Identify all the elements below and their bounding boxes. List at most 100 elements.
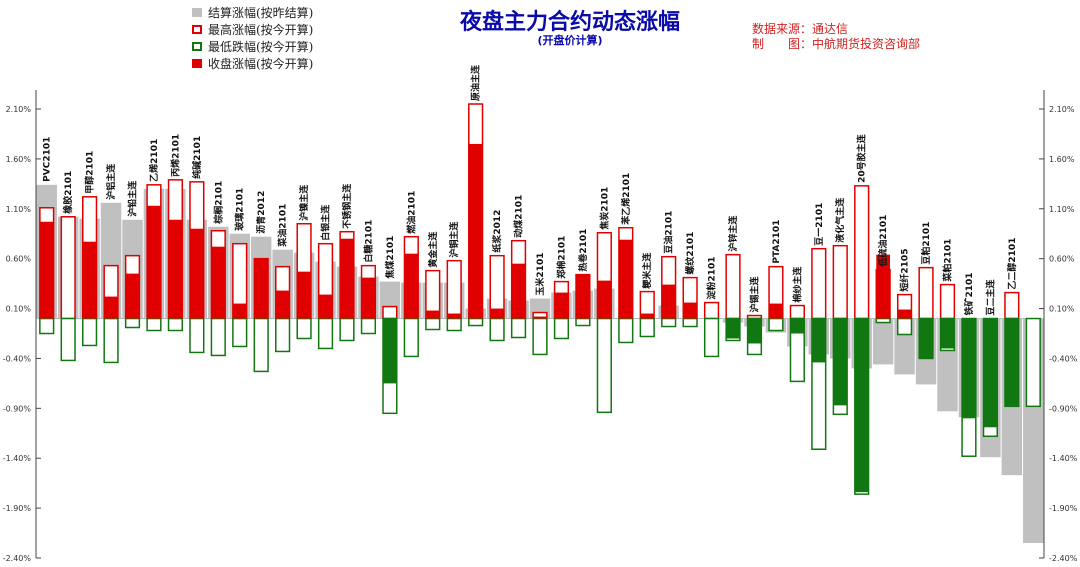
close-bar [769, 303, 783, 319]
category-label: 白糖2101 [362, 220, 374, 263]
close-bar [490, 308, 504, 319]
category-label: 动煤2101 [513, 195, 525, 238]
close-bar [747, 318, 762, 344]
low-bar [210, 317, 226, 357]
close-bar [897, 309, 912, 319]
y-tick-label-left: -1.40% [3, 454, 32, 463]
low-bar [532, 317, 548, 356]
category-label: 20号胶主连 [856, 133, 868, 183]
legend-label-close: 收盘涨幅(按今开算) [208, 57, 314, 71]
category-label: 焦炭2101 [598, 187, 610, 231]
low-bar [82, 317, 98, 347]
data-source-note: 数据来源：通达信 制 图：中航期货投资咨询部 [752, 22, 920, 52]
low-bar [403, 317, 419, 358]
category-label: 沪铅主连 [127, 180, 139, 217]
close-bar [468, 143, 483, 319]
category-label: 玉米2101 [534, 253, 546, 296]
category-label: 燃油2101 [405, 191, 417, 234]
category-label: 乙二醇2101 [1006, 238, 1018, 290]
category-label: 沪铜主连 [448, 221, 460, 258]
legend-swatch-low [192, 42, 202, 51]
high-bar [789, 304, 805, 320]
high-bar [939, 283, 956, 320]
category-label: 铁矿2101 [963, 272, 975, 315]
close-bar [511, 263, 526, 319]
category-label: 粳米主连 [641, 252, 653, 290]
y-tick-label-left: -2.40% [3, 554, 32, 563]
legend-item-low: 最低跌幅(按今开算) [192, 38, 313, 55]
category-label: 短纤2105 [899, 249, 911, 292]
close-bar [919, 318, 933, 359]
category-label: 豆二主连 [984, 279, 996, 316]
y-tick-label-right: 1.60% [1049, 155, 1075, 164]
high-bar [832, 244, 848, 320]
low-bar [317, 317, 334, 350]
close-bar [833, 318, 848, 406]
category-label: 沪镍主连 [298, 184, 310, 221]
y-tick-label-left: 0.60% [6, 255, 32, 264]
low-bar [189, 317, 205, 354]
close-bar [661, 284, 676, 319]
close-bar [726, 318, 740, 339]
legend-swatch-settle [192, 8, 202, 17]
low-bar [596, 317, 612, 414]
low-bar [167, 317, 184, 332]
category-label: 焦煤2101 [384, 236, 396, 280]
close-bar [940, 318, 955, 349]
category-label: 沪铝主连 [105, 163, 117, 200]
low-bar [60, 317, 76, 362]
close-bar [125, 273, 140, 319]
y-tick-label-right: 0.10% [1049, 305, 1075, 314]
y-tick-label-left: -0.40% [3, 354, 32, 363]
low-bar [618, 317, 634, 344]
category-label: 苯乙烯2101 [620, 173, 632, 226]
legend-label-low: 最低跌幅(按今开算) [208, 40, 314, 54]
low-bar [489, 317, 505, 342]
category-label: 热卷2101 [577, 229, 589, 272]
chart-title: 夜盘主力合约动态涨幅 [459, 9, 680, 35]
close-bar [683, 302, 697, 319]
close-bar [962, 318, 976, 419]
low-bar [103, 317, 119, 364]
y-tick-label-right: -2.40% [1049, 554, 1078, 563]
y-tick-label-left: 2.10% [6, 105, 32, 114]
category-label: 白银主连 [320, 204, 332, 241]
low-bar [339, 317, 355, 342]
close-bar [297, 271, 311, 319]
close-bar [211, 246, 226, 319]
low-bar [124, 317, 141, 329]
low-bar [360, 317, 377, 335]
category-label: 沥青2012 [255, 191, 267, 234]
category-label: 棕榈2101 [212, 181, 224, 225]
high-bar [1004, 291, 1020, 320]
low-bar [275, 317, 291, 353]
close-bar [811, 318, 826, 363]
legend: 结算涨幅(按昨结算) 最高涨幅(按今开算) 最低跌幅(按今开算) 收盘涨幅(按今… [192, 4, 313, 72]
close-bar [597, 280, 612, 319]
low-bar [575, 317, 591, 327]
category-label: 低硫油2101 [877, 215, 889, 268]
y-tick-label-right: 0.60% [1049, 255, 1075, 264]
y-tick-label-left: 0.10% [6, 305, 32, 314]
chart-subtitle: (开盘价计算) [537, 34, 603, 47]
low-bar [232, 317, 248, 348]
source-line-1: 数据来源：通达信 [752, 22, 849, 36]
category-label: 沪锌主连 [727, 215, 739, 252]
category-label: 不锈钢主连 [341, 183, 353, 229]
y-tick-label-right: -0.90% [1049, 404, 1078, 413]
low-bar [682, 317, 698, 328]
category-label: 螺纹2101 [684, 232, 696, 275]
low-bar [425, 317, 441, 331]
close-bar [790, 318, 805, 334]
category-label: 豆粕2101 [920, 222, 932, 265]
legend-item-high: 最高涨幅(按今开算) [192, 21, 313, 38]
close-bar [275, 290, 290, 319]
close-bar [554, 292, 569, 319]
close-bar [533, 316, 547, 319]
y-tick-label-left: 1.60% [6, 155, 32, 164]
settle-bar [872, 318, 894, 365]
close-bar [640, 313, 655, 319]
close-bar [876, 254, 891, 319]
close-bar [576, 274, 590, 319]
